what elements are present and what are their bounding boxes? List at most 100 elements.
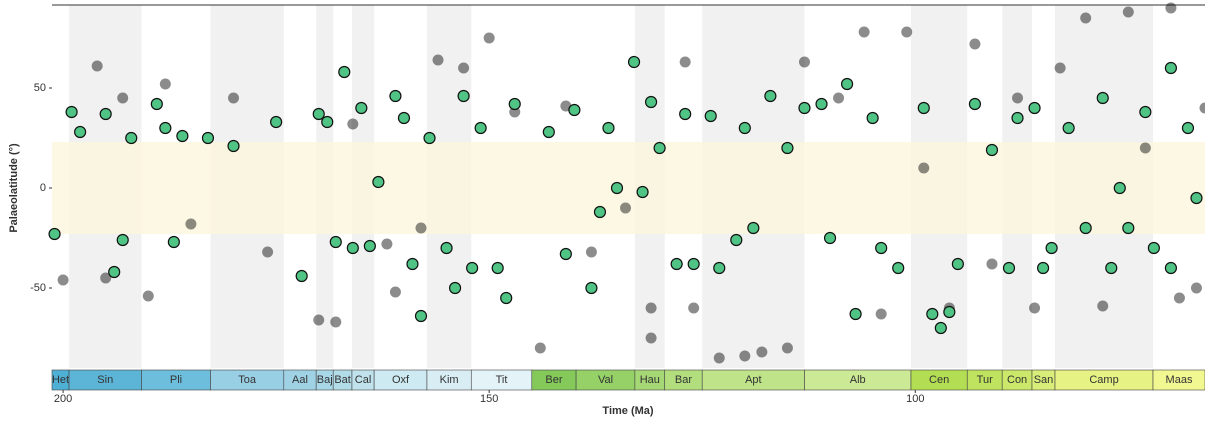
data-point (646, 97, 657, 108)
stage-label: Con (1007, 374, 1027, 386)
data-point (484, 33, 495, 44)
data-point (151, 99, 162, 110)
data-point (1140, 143, 1151, 154)
data-point (944, 307, 955, 318)
data-point (1012, 93, 1023, 104)
data-point (1123, 223, 1134, 234)
data-point (467, 263, 478, 274)
data-point (739, 351, 750, 362)
stage-label: Toa (238, 374, 257, 386)
data-point (901, 27, 912, 38)
data-point (620, 203, 631, 214)
data-point (364, 241, 375, 252)
data-point (100, 109, 111, 120)
data-point (117, 235, 128, 246)
data-point (1165, 263, 1176, 274)
data-point (1165, 63, 1176, 74)
data-point (680, 109, 691, 120)
data-point (160, 79, 171, 90)
data-point (1097, 301, 1108, 312)
data-point (202, 133, 213, 144)
data-point (347, 119, 358, 130)
data-point (1148, 243, 1159, 254)
data-point (92, 61, 103, 72)
data-point (688, 303, 699, 314)
data-point (1080, 223, 1091, 234)
data-point (816, 99, 827, 110)
x-tick-label: 150 (480, 393, 498, 405)
data-point (646, 333, 657, 344)
data-point (475, 123, 486, 134)
data-point (705, 111, 716, 122)
data-point (629, 57, 640, 68)
data-point (1038, 263, 1049, 274)
y-axis-title: Palaeolatitude (°) (8, 143, 20, 233)
stage-label: Aal (292, 374, 308, 386)
data-point (228, 141, 239, 152)
data-point (927, 309, 938, 320)
data-point (356, 103, 367, 114)
data-point (671, 259, 682, 270)
data-point (1191, 283, 1202, 294)
data-point (322, 117, 333, 128)
data-point (185, 219, 196, 230)
data-point (756, 347, 767, 358)
data-point (1029, 103, 1040, 114)
data-point (1063, 123, 1074, 134)
data-point (313, 109, 324, 120)
data-point (969, 39, 980, 50)
data-point (390, 287, 401, 298)
data-point (1080, 13, 1091, 24)
data-point (49, 229, 60, 240)
data-point (586, 247, 597, 258)
stage-label: Ber (545, 374, 562, 386)
data-point (842, 79, 853, 90)
data-point (126, 133, 137, 144)
x-tick-label: 100 (906, 393, 924, 405)
data-point (390, 91, 401, 102)
data-point (654, 143, 665, 154)
data-point (893, 263, 904, 274)
y-tick-label: 0 (40, 182, 46, 194)
data-point (646, 303, 657, 314)
data-point (782, 343, 793, 354)
data-point (748, 223, 759, 234)
data-point (381, 239, 392, 250)
data-point (66, 107, 77, 118)
data-point (262, 247, 273, 258)
stage-label: Oxf (392, 374, 410, 386)
data-point (458, 91, 469, 102)
data-point (143, 291, 154, 302)
stage-label: Het (52, 374, 69, 386)
data-point (782, 143, 793, 154)
data-point (714, 263, 725, 274)
stage-label: Maas (1166, 374, 1193, 386)
stage-label: Cal (355, 374, 372, 386)
data-point (535, 343, 546, 354)
data-point (986, 259, 997, 270)
data-point (680, 57, 691, 68)
y-tick-label: 50 (34, 82, 46, 94)
y-tick-label: -50 (30, 282, 46, 294)
stage-label: Kim (440, 374, 459, 386)
data-point (407, 259, 418, 270)
data-point (1140, 107, 1151, 118)
data-point (1114, 183, 1125, 194)
data-point (952, 259, 963, 270)
data-point (1012, 113, 1023, 124)
x-tick-label: 200 (54, 393, 72, 405)
data-point (876, 309, 887, 320)
data-point (833, 93, 844, 104)
data-point (560, 249, 571, 260)
data-point (117, 93, 128, 104)
data-point (637, 187, 648, 198)
stage-label: Bar (675, 374, 692, 386)
data-point (313, 315, 324, 326)
data-point (594, 207, 605, 218)
data-point (501, 293, 512, 304)
data-point (58, 275, 69, 286)
data-point (450, 283, 461, 294)
data-point (739, 123, 750, 134)
stage-label: Hau (640, 374, 660, 386)
data-point (339, 67, 350, 78)
